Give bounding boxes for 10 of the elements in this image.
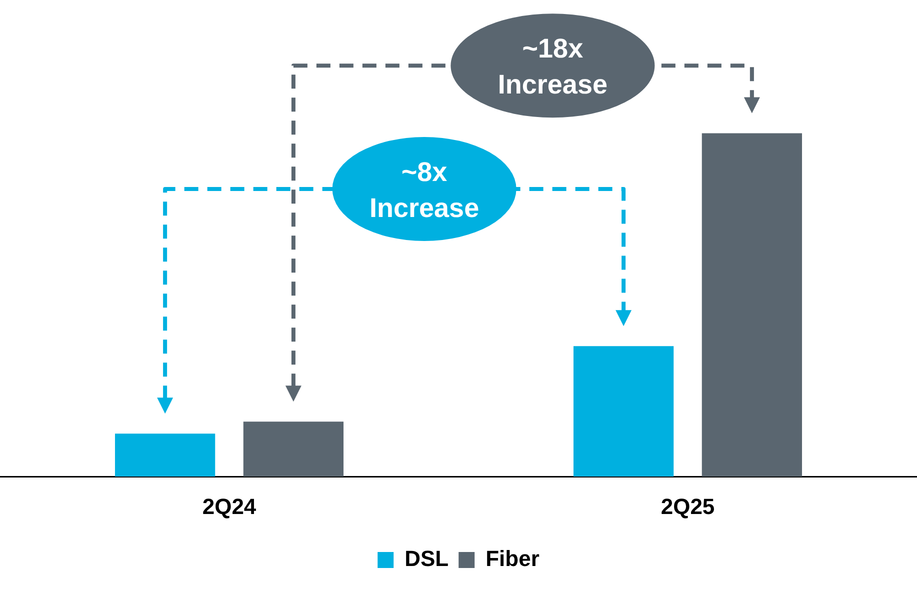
annotation: ~8x Increase <box>370 156 480 223</box>
legend-label: DSL <box>404 546 449 572</box>
text: ~18x Increase <box>498 34 608 100</box>
bar <box>243 422 344 477</box>
x-tick-label: 2Q25 <box>660 494 715 519</box>
bar <box>573 346 674 477</box>
bar <box>702 133 802 477</box>
legend-label: Fiber <box>486 546 540 572</box>
bar <box>114 434 216 477</box>
x-tick-label: 2Q24 <box>202 494 257 519</box>
